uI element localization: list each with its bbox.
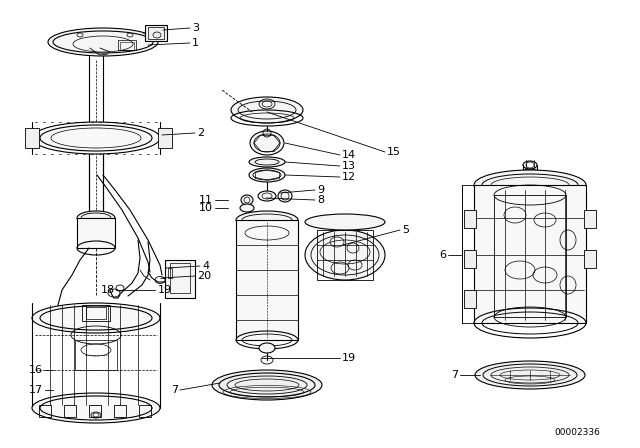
Ellipse shape	[77, 211, 115, 225]
Bar	[464, 210, 476, 228]
Text: 8: 8	[317, 195, 324, 205]
Bar	[584, 250, 596, 268]
Bar	[82, 305, 110, 321]
Bar	[39, 405, 51, 417]
Ellipse shape	[259, 343, 275, 353]
Bar	[145, 25, 167, 41]
Text: 12: 12	[342, 172, 356, 182]
Text: 6: 6	[439, 250, 446, 260]
Text: 13: 13	[342, 161, 356, 171]
Ellipse shape	[212, 370, 322, 400]
Ellipse shape	[475, 361, 585, 389]
Text: 15: 15	[387, 147, 401, 157]
Text: 5: 5	[402, 225, 409, 235]
Bar	[170, 263, 190, 293]
Bar	[236, 220, 298, 340]
Text: 2: 2	[197, 128, 204, 138]
Bar	[139, 405, 151, 417]
Text: 7: 7	[451, 370, 458, 380]
Bar	[494, 195, 566, 317]
Text: 7: 7	[171, 385, 178, 395]
Text: 00002336: 00002336	[554, 427, 600, 436]
Bar	[77, 218, 115, 248]
Bar	[464, 250, 476, 268]
Text: 11: 11	[199, 195, 213, 205]
Ellipse shape	[48, 28, 158, 56]
Ellipse shape	[258, 191, 276, 201]
Bar	[148, 27, 164, 39]
Text: 18: 18	[101, 285, 115, 295]
Bar	[165, 260, 195, 298]
Text: 3: 3	[192, 23, 199, 33]
Text: 16: 16	[29, 365, 43, 375]
Ellipse shape	[305, 214, 385, 230]
Ellipse shape	[32, 303, 160, 333]
Bar	[120, 42, 134, 50]
Ellipse shape	[240, 204, 254, 212]
Bar	[317, 230, 373, 280]
Ellipse shape	[241, 195, 253, 205]
Bar	[86, 307, 106, 319]
Ellipse shape	[249, 157, 285, 167]
Bar	[75, 340, 117, 370]
Ellipse shape	[236, 211, 298, 229]
Bar	[114, 405, 126, 417]
Text: 20: 20	[197, 271, 211, 281]
Text: 17: 17	[29, 385, 43, 395]
Ellipse shape	[32, 393, 160, 423]
Text: 19: 19	[342, 353, 356, 363]
Bar	[89, 405, 101, 417]
Text: 14: 14	[342, 150, 356, 160]
Ellipse shape	[32, 122, 160, 154]
Text: 10: 10	[199, 203, 213, 213]
Text: 4: 4	[202, 261, 209, 271]
Ellipse shape	[278, 190, 292, 202]
Bar	[584, 210, 596, 228]
Text: 19: 19	[158, 285, 172, 295]
Ellipse shape	[474, 170, 586, 200]
Text: 9: 9	[317, 185, 324, 195]
Bar	[168, 268, 172, 278]
Bar	[25, 128, 39, 148]
Ellipse shape	[249, 168, 285, 182]
Ellipse shape	[231, 97, 303, 123]
Bar	[464, 290, 476, 308]
Ellipse shape	[250, 131, 284, 155]
Bar	[64, 405, 76, 417]
Bar	[158, 128, 172, 148]
Bar	[118, 40, 136, 50]
Text: 1: 1	[192, 38, 199, 48]
Bar	[474, 185, 586, 323]
Ellipse shape	[305, 230, 385, 280]
